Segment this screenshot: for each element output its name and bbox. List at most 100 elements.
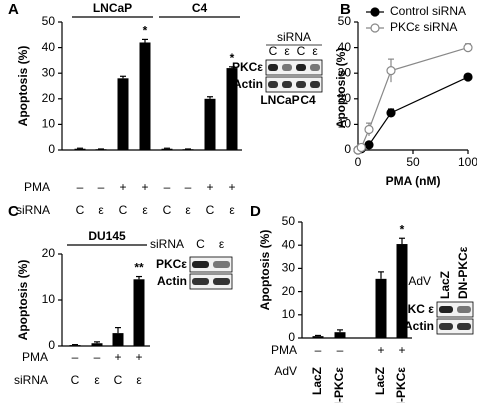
legend-marker xyxy=(370,7,380,17)
marker xyxy=(463,42,473,53)
group-label: LNCaP xyxy=(93,1,132,15)
row-value: + xyxy=(377,343,384,357)
row-label: PMA xyxy=(24,180,50,194)
row-value: – xyxy=(337,343,344,357)
y-tick-label: 0 xyxy=(48,338,55,352)
band-label: Actin xyxy=(404,319,434,333)
y-axis-label: Apoptosis (%) xyxy=(334,48,348,129)
legend-label: Control siRNA xyxy=(390,4,466,18)
legend-label: PKCε siRNA xyxy=(390,20,457,34)
row-value: ε xyxy=(94,373,100,387)
row-value: – xyxy=(77,180,84,194)
lane-label: LacZ xyxy=(438,271,452,299)
lane-label: ε xyxy=(219,237,225,251)
x-tick-label: 0 xyxy=(355,155,362,169)
x-tick-label: 50 xyxy=(406,155,420,169)
y-tick-label: 10 xyxy=(282,307,296,321)
y-tick-label: 50 xyxy=(338,14,352,28)
y-tick-label: 30 xyxy=(338,65,352,79)
blot-frame xyxy=(189,256,233,273)
lane-label: DN-PKCε xyxy=(456,246,470,299)
y-tick-label: 20 xyxy=(42,246,56,260)
y-tick-label: 20 xyxy=(338,91,352,105)
row-value: ε xyxy=(136,373,142,387)
row-label: PMA xyxy=(22,350,48,364)
band xyxy=(192,261,209,268)
blot-frame xyxy=(189,273,233,290)
bar xyxy=(91,343,103,346)
bar xyxy=(226,68,238,150)
y-tick-label: 10 xyxy=(338,117,352,131)
bar xyxy=(375,278,387,338)
band xyxy=(282,81,292,88)
band xyxy=(268,64,278,71)
band-label: PKCε xyxy=(156,257,187,271)
row-value: LacZ xyxy=(310,367,324,395)
significance: * xyxy=(143,24,148,38)
lane-label: C xyxy=(297,44,306,58)
blot-frame xyxy=(265,59,323,76)
y-tick-label: 20 xyxy=(282,284,296,298)
bar xyxy=(334,332,346,338)
panel-label: D xyxy=(250,203,261,220)
marker xyxy=(386,108,396,118)
row-value: ε xyxy=(229,203,235,217)
significance: * xyxy=(400,222,405,236)
group-label: C4 xyxy=(192,1,208,15)
bar xyxy=(112,333,124,346)
significance: * xyxy=(230,51,235,65)
band xyxy=(310,81,320,88)
row-value: – xyxy=(315,343,322,357)
row-label: siRNA xyxy=(16,203,50,217)
band xyxy=(310,64,320,71)
y-tick-label: 0 xyxy=(344,142,351,156)
row-value: – xyxy=(164,180,171,194)
bar xyxy=(182,149,194,151)
x-axis-label: PMA (nM) xyxy=(386,174,441,188)
row-label: siRNA xyxy=(14,373,48,387)
y-tick-label: 0 xyxy=(48,142,55,156)
row-value: C xyxy=(206,203,215,217)
row-value: ε xyxy=(98,203,104,217)
band xyxy=(296,81,306,88)
band xyxy=(439,306,453,313)
band xyxy=(213,261,230,268)
bar xyxy=(396,244,408,338)
blot-frame xyxy=(436,301,474,318)
bar xyxy=(161,148,173,150)
lane-label: ε xyxy=(284,44,290,58)
y-axis-label: Apoptosis (%) xyxy=(16,46,30,127)
row-value: DN-PKCε xyxy=(332,367,346,403)
x-tick-label: 100 xyxy=(458,155,477,169)
y-tick-label: 40 xyxy=(282,237,296,251)
row-value: + xyxy=(228,180,235,194)
bar xyxy=(117,78,129,150)
row-value: C xyxy=(114,373,123,387)
row-value: DN-PKCε xyxy=(394,367,408,403)
band xyxy=(268,81,278,88)
row-value: ε xyxy=(142,203,148,217)
bar xyxy=(74,148,86,150)
y-tick-label: 0 xyxy=(288,330,295,344)
marker xyxy=(463,72,473,82)
y-tick-label: 20 xyxy=(42,91,56,105)
band xyxy=(457,306,471,313)
blot-header: siRNA xyxy=(277,30,311,44)
band xyxy=(296,64,306,71)
row-value: C xyxy=(119,203,128,217)
row-value: C xyxy=(76,203,85,217)
lane-label: C xyxy=(269,44,278,58)
row-value: – xyxy=(185,180,192,194)
y-tick-label: 10 xyxy=(42,117,56,131)
y-tick-label: 30 xyxy=(42,65,56,79)
marker xyxy=(356,142,366,153)
blot-header: siRNA xyxy=(150,237,184,251)
y-tick-label: 50 xyxy=(42,14,56,28)
row-label: AdV xyxy=(274,364,297,378)
y-tick-label: 40 xyxy=(42,40,56,54)
legend-marker xyxy=(370,23,380,33)
marker xyxy=(386,66,396,76)
row-label: PMA xyxy=(271,343,297,357)
y-tick-label: 40 xyxy=(338,40,352,54)
row-value: – xyxy=(94,350,101,364)
